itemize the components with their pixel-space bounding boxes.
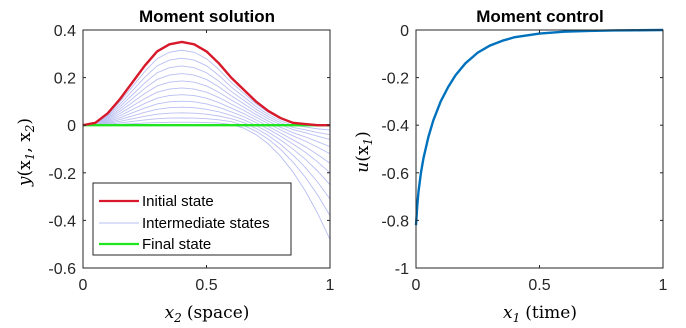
x-tick-label: 0.5 (195, 277, 217, 294)
y-axis-label: u(x1) (353, 131, 375, 172)
x-tick-labels: 0 0.5 1 (412, 277, 668, 294)
y-tick-label: -0.2 (48, 166, 76, 183)
initial-state-curve (82, 40, 330, 127)
intermediate-state-curve (82, 80, 331, 148)
plot-curves (82, 40, 331, 240)
legend-label-final: Final state (142, 236, 211, 253)
legend-label-initial: Initial state (142, 193, 214, 210)
y-tick-label: -0.2 (381, 71, 409, 88)
moment-solution-panel: Moment solution 0.40.20-0.2-0.4-0.6 0 0.5… (15, 7, 335, 325)
intermediate-state-curve (82, 100, 331, 174)
intermediate-state-curve (82, 112, 331, 200)
legend: Initial state Intermediate states Final … (92, 182, 292, 256)
y-tick-label: 0.4 (54, 23, 76, 40)
x-tick-labels: 0 0.5 1 (79, 277, 335, 294)
plot-curves (414, 28, 664, 226)
intermediate-state-curve (82, 106, 331, 186)
x-tick-label: 0 (79, 277, 88, 294)
y-tick-label: -0.6 (48, 261, 76, 278)
y-tick-label: -0.4 (381, 118, 409, 135)
intermediate-state-curve (82, 94, 331, 164)
intermediate-state-curve (82, 73, 331, 140)
y-tick-label: -0.8 (381, 213, 409, 230)
y-tick-label: -1 (395, 261, 409, 278)
chart-title: Moment control (476, 7, 604, 26)
y-tick-label: 0.2 (54, 71, 76, 88)
moment-control-panel: Moment control 0-0.2-0.4-0.6-0.8-1 0 0.5 1… (353, 7, 668, 325)
x-tick-label: 1 (659, 277, 668, 294)
axes-box (415, 29, 664, 269)
y-tick-label: 0 (67, 118, 76, 135)
y-tick-label: -0.6 (381, 166, 409, 183)
x-axis-label: x1 (time) (503, 303, 577, 325)
y-tick-labels: 0 -0.2 -0.4 -0.6 -0.8 -1 (381, 23, 409, 278)
x-tick-label: 1 (326, 277, 335, 294)
y-tick-labels: 0.4 0.2 0 -0.2 -0.4 -0.6 (48, 23, 76, 278)
intermediate-state-curve (82, 117, 331, 216)
legend-label-intermediate: Intermediate states (142, 215, 270, 232)
tick-marks (82, 29, 331, 269)
legend-box (92, 182, 292, 256)
tick-marks (415, 29, 664, 269)
x-tick-label: 0 (412, 277, 421, 294)
y-tick-label: 0 (400, 23, 409, 40)
chart-title: Moment solution (139, 7, 275, 26)
intermediate-state-curve (82, 87, 331, 155)
x-axis-label: x2 (space) (165, 303, 250, 325)
y-axis-label: y(x1, x2) (15, 118, 37, 187)
y-tick-label: -0.4 (48, 213, 76, 230)
x-tick-label: 0.5 (528, 277, 550, 294)
control-curve (414, 28, 664, 226)
intermediate-state-curve (82, 57, 331, 131)
